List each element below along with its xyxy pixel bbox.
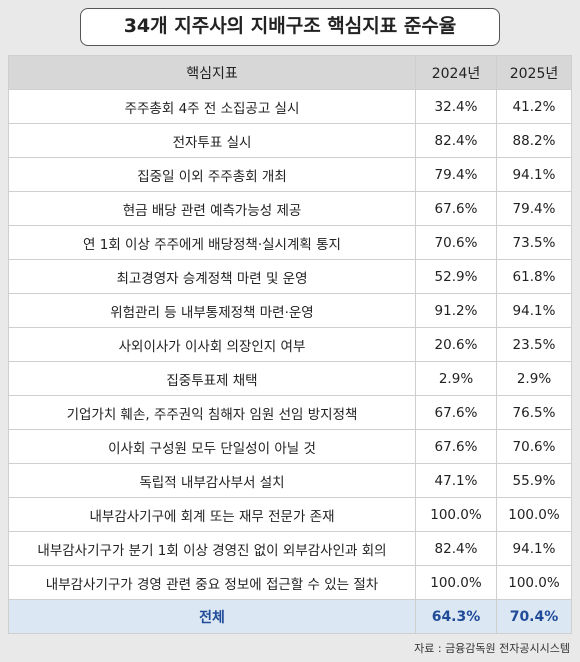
value-cell: 88.2% xyxy=(496,123,572,158)
data-row: 내부감사기구에 회계 또는 재무 전문가 존재 100.0% 100.0% xyxy=(8,497,572,532)
value-cell: 70.6% xyxy=(415,225,497,260)
data-row: 내부감사기구가 경영 관련 중요 정보에 접근할 수 있는 절차 100.0% 10… xyxy=(8,565,572,600)
total-row: 전체 64.3% 70.4% xyxy=(8,599,572,634)
value-cell: 2025년 xyxy=(496,55,572,90)
data-row: 연 1회 이상 주주에게 배당정책·실시계획 통지 70.6% 73.5% xyxy=(8,225,572,260)
label-cell: 전체 xyxy=(8,599,416,634)
table: 핵심지표 2024년 2025년 주주총회 4주 전 소집공고 실시 32.4% 41.2… xyxy=(8,55,572,634)
value-cell: 61.8% xyxy=(496,259,572,294)
data-row: 독립적 내부감사부서 설치 47.1% 55.9% xyxy=(8,463,572,498)
data-row: 내부감사기구가 분기 1회 이상 경영진 없이 외부감사인과 회의 82.4% 94… xyxy=(8,531,572,566)
data-row: 사외이사가 이사회 의장인지 여부 20.6% 23.5% xyxy=(8,327,572,362)
table-body: 핵심지표 2024년 2025년 주주총회 4주 전 소집공고 실시 32.4% 41.2… xyxy=(8,55,572,634)
value-cell: 52.9% xyxy=(415,259,497,294)
label-cell: 전자투표 실시 xyxy=(8,123,416,158)
value-cell: 91.2% xyxy=(415,293,497,328)
value-cell: 94.1% xyxy=(496,531,572,566)
value-cell: 79.4% xyxy=(496,191,572,226)
label-cell: 이사회 구성원 모두 단일성이 아닐 것 xyxy=(8,429,416,464)
label-cell: 집중일 이외 주주총회 개최 xyxy=(8,157,416,192)
value-cell: 70.6% xyxy=(496,429,572,464)
value-cell: 64.3% xyxy=(415,599,497,634)
value-cell: 73.5% xyxy=(496,225,572,260)
value-cell: 67.6% xyxy=(415,395,497,430)
value-cell: 41.2% xyxy=(496,89,572,124)
data-row: 위험관리 등 내부통제정책 마련·운영 91.2% 94.1% xyxy=(8,293,572,328)
value-cell: 2024년 xyxy=(415,55,497,90)
value-cell: 70.4% xyxy=(496,599,572,634)
value-cell: 79.4% xyxy=(415,157,497,192)
value-cell: 100.0% xyxy=(415,497,497,532)
label-cell: 주주총회 4주 전 소집공고 실시 xyxy=(8,89,416,124)
data-row: 전자투표 실시 82.4% 88.2% xyxy=(8,123,572,158)
value-cell: 94.1% xyxy=(496,293,572,328)
label-cell: 내부감사기구에 회계 또는 재무 전문가 존재 xyxy=(8,497,416,532)
label-cell: 독립적 내부감사부서 설치 xyxy=(8,463,416,498)
header-row: 핵심지표 2024년 2025년 xyxy=(8,55,572,90)
value-cell: 47.1% xyxy=(415,463,497,498)
value-cell: 100.0% xyxy=(496,565,572,600)
data-row: 집중투표제 채택 2.9% 2.9% xyxy=(8,361,572,396)
label-cell: 현금 배당 관련 예측가능성 제공 xyxy=(8,191,416,226)
value-cell: 67.6% xyxy=(415,191,497,226)
title: 34개 지주사의 지배구조 핵심지표 준수율 xyxy=(80,8,500,46)
label-cell: 내부감사기구가 경영 관련 중요 정보에 접근할 수 있는 절차 xyxy=(8,565,416,600)
value-cell: 2.9% xyxy=(415,361,497,396)
source: 자료 : 금융감독원 전자공시시스템 xyxy=(414,642,570,655)
value-cell: 2.9% xyxy=(496,361,572,396)
data-row: 집중일 이외 주주총회 개최 79.4% 94.1% xyxy=(8,157,572,192)
value-cell: 67.6% xyxy=(415,429,497,464)
data-row: 기업가치 훼손, 주주권익 침해자 임원 선임 방지정책 67.6% 76.5% xyxy=(8,395,572,430)
label-cell: 내부감사기구가 분기 1회 이상 경영진 없이 외부감사인과 회의 xyxy=(8,531,416,566)
data-row: 이사회 구성원 모두 단일성이 아닐 것 67.6% 70.6% xyxy=(8,429,572,464)
label-cell: 집중투표제 채택 xyxy=(8,361,416,396)
label-cell: 사외이사가 이사회 의장인지 여부 xyxy=(8,327,416,362)
value-cell: 100.0% xyxy=(415,565,497,600)
value-cell: 82.4% xyxy=(415,531,497,566)
label-cell: 최고경영자 승계정책 마련 및 운영 xyxy=(8,259,416,294)
value-cell: 55.9% xyxy=(496,463,572,498)
value-cell: 32.4% xyxy=(415,89,497,124)
data-row: 주주총회 4주 전 소집공고 실시 32.4% 41.2% xyxy=(8,89,572,124)
value-cell: 82.4% xyxy=(415,123,497,158)
label-cell: 위험관리 등 내부통제정책 마련·운영 xyxy=(8,293,416,328)
value-cell: 94.1% xyxy=(496,157,572,192)
label-cell: 기업가치 훼손, 주주권익 침해자 임원 선임 방지정책 xyxy=(8,395,416,430)
label-cell: 핵심지표 xyxy=(8,55,416,90)
data-row: 최고경영자 승계정책 마련 및 운영 52.9% 61.8% xyxy=(8,259,572,294)
value-cell: 20.6% xyxy=(415,327,497,362)
value-cell: 76.5% xyxy=(496,395,572,430)
label-cell: 연 1회 이상 주주에게 배당정책·실시계획 통지 xyxy=(8,225,416,260)
data-row: 현금 배당 관련 예측가능성 제공 67.6% 79.4% xyxy=(8,191,572,226)
value-cell: 23.5% xyxy=(496,327,572,362)
value-cell: 100.0% xyxy=(496,497,572,532)
